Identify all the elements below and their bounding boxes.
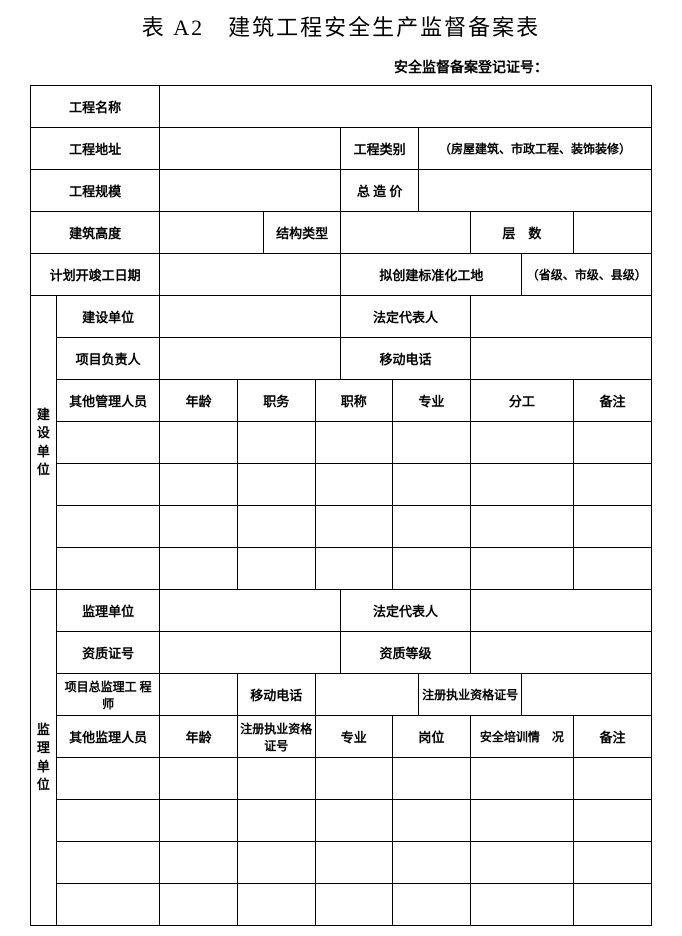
label-structure-type: 结构类型	[263, 212, 341, 254]
cell-mobile2	[315, 674, 418, 716]
cell-floors	[574, 212, 652, 254]
cell-project-scale	[160, 170, 341, 212]
label-project-scale: 工程规模	[31, 170, 160, 212]
label-reg-cert2: 注册执业资格证号	[237, 716, 315, 758]
label-project-name: 工程名称	[31, 86, 160, 128]
label-project-type-note: （房屋建筑、市政工程、装饰装修）	[418, 128, 651, 170]
label-age2: 年龄	[160, 716, 238, 758]
label-qual-cert: 资质证号	[56, 632, 160, 674]
table-row	[31, 842, 652, 884]
label-major: 专业	[393, 380, 471, 422]
label-title-rank: 职称	[315, 380, 393, 422]
table-row	[31, 548, 652, 590]
cell-reg-cert	[522, 674, 652, 716]
cell-total-cost	[418, 170, 651, 212]
label-remark2: 备注	[574, 716, 652, 758]
label-std-site: 拟创建标准化工地	[341, 254, 522, 296]
label-chief-engineer: 项目总监理工 程 师	[56, 674, 160, 716]
label-project-leader: 项目负责人	[56, 338, 160, 380]
label-remark: 备注	[574, 380, 652, 422]
cell-legal-rep2	[470, 590, 651, 632]
table-row	[31, 758, 652, 800]
cell-mobile	[470, 338, 651, 380]
cell-building-height	[160, 212, 263, 254]
cell-qual-level	[470, 632, 651, 674]
cell-plan-date	[160, 254, 341, 296]
table-row	[31, 464, 652, 506]
table-row	[31, 884, 652, 926]
label-post: 岗位	[393, 716, 471, 758]
cell-project-name	[160, 86, 652, 128]
label-reg-cert: 注册执业资格证号	[418, 674, 521, 716]
label-safety-training: 安全培训情 况	[470, 716, 573, 758]
label-other-mgmt: 其他管理人员	[56, 380, 160, 422]
label-supervise-unit: 监理单位	[56, 590, 160, 632]
label-legal-rep2: 法定代表人	[341, 590, 470, 632]
label-major2: 专业	[315, 716, 393, 758]
label-total-cost: 总 造 价	[341, 170, 419, 212]
cell-project-addr	[160, 128, 341, 170]
form-table: 工程名称 工程地址 工程类别 （房屋建筑、市政工程、装饰装修） 工程规模 总 造…	[30, 85, 652, 926]
table-row	[31, 422, 652, 464]
table-row	[31, 800, 652, 842]
label-plan-date: 计划开竣工日期	[31, 254, 160, 296]
cell-legal-rep	[470, 296, 651, 338]
cell-supervise-unit	[160, 590, 341, 632]
section-supervision-unit: 监理单位	[31, 590, 57, 926]
form-title: 表 A2 建筑工程安全生产监督备案表	[30, 10, 652, 42]
cell-qual-cert	[160, 632, 341, 674]
label-position: 职务	[237, 380, 315, 422]
label-building-height: 建筑高度	[31, 212, 160, 254]
cell-chief-engineer	[160, 674, 238, 716]
cell-build-unit	[160, 296, 341, 338]
label-legal-rep: 法定代表人	[341, 296, 470, 338]
form-subtitle: 安全监督备案登记证号：	[30, 57, 652, 77]
label-std-site-note: （省级、市级、县级）	[522, 254, 652, 296]
label-project-addr: 工程地址	[31, 128, 160, 170]
label-floors: 层 数	[470, 212, 573, 254]
table-row	[31, 506, 652, 548]
section-construction-unit: 建设单位	[31, 296, 57, 590]
label-qual-level: 资质等级	[341, 632, 470, 674]
label-project-type: 工程类别	[341, 128, 419, 170]
label-mobile: 移动电话	[341, 338, 470, 380]
label-build-unit: 建设单位	[56, 296, 160, 338]
label-age: 年龄	[160, 380, 238, 422]
cell-project-leader	[160, 338, 341, 380]
label-other-supervise: 其他监理人员	[56, 716, 160, 758]
label-division: 分工	[470, 380, 573, 422]
cell-structure-type	[341, 212, 470, 254]
label-mobile2: 移动电话	[237, 674, 315, 716]
